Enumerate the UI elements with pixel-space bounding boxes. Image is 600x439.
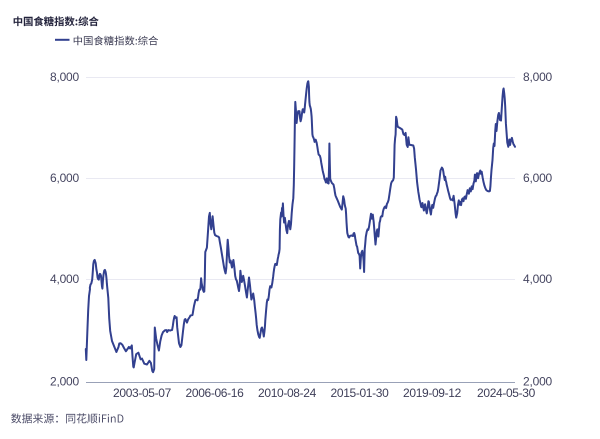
- svg-text:2024-05-30: 2024-05-30: [477, 386, 536, 400]
- svg-text:6,000: 6,000: [523, 171, 553, 185]
- svg-text:2015-01-30: 2015-01-30: [331, 386, 390, 400]
- svg-text:4,000: 4,000: [523, 272, 553, 286]
- svg-text:2,000: 2,000: [50, 374, 80, 388]
- svg-text:2010-08-24: 2010-08-24: [258, 386, 317, 400]
- svg-text:8,000: 8,000: [523, 70, 553, 84]
- svg-text:2003-05-07: 2003-05-07: [113, 386, 172, 400]
- svg-text:2019-09-12: 2019-09-12: [403, 386, 462, 400]
- svg-text:4,000: 4,000: [50, 272, 80, 286]
- svg-text:6,000: 6,000: [50, 171, 80, 185]
- svg-text:2,000: 2,000: [523, 374, 553, 388]
- svg-text:2006-06-16: 2006-06-16: [186, 386, 245, 400]
- svg-text:8,000: 8,000: [50, 70, 80, 84]
